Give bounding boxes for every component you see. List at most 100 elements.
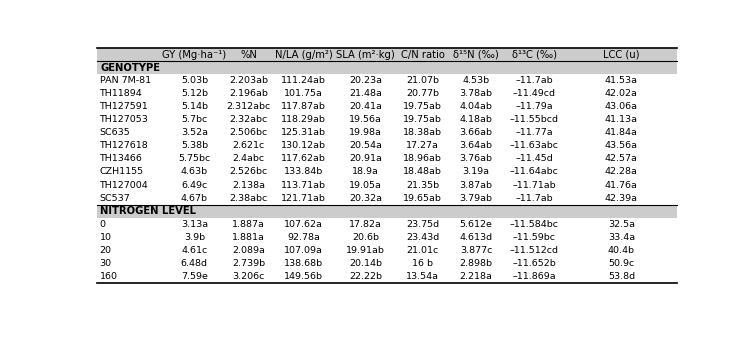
Text: –11.77a: –11.77a: [515, 128, 553, 138]
Text: 138.68b: 138.68b: [284, 259, 323, 268]
Text: 4.53b: 4.53b: [462, 76, 489, 86]
Text: 2.089a: 2.089a: [232, 246, 265, 255]
Text: 16 b: 16 b: [412, 259, 434, 268]
Text: –11.584bc: –11.584bc: [510, 220, 559, 228]
Text: 3.52a: 3.52a: [181, 128, 208, 138]
Text: δ¹⁵N (‰): δ¹⁵N (‰): [453, 50, 499, 60]
Text: 19.05a: 19.05a: [349, 180, 382, 190]
Text: GENOTYPE: GENOTYPE: [100, 63, 160, 73]
Text: 43.56a: 43.56a: [605, 142, 638, 150]
Text: 19.56a: 19.56a: [349, 116, 382, 124]
Text: 1.881a: 1.881a: [232, 233, 265, 242]
Text: 3.76ab: 3.76ab: [460, 154, 492, 164]
Text: 133.84b: 133.84b: [284, 168, 323, 176]
Bar: [97, 192, 677, 204]
Text: 4.61c: 4.61c: [181, 246, 207, 255]
Text: 23.43d: 23.43d: [406, 233, 440, 242]
Text: 160: 160: [100, 272, 118, 281]
Text: 5.7bc: 5.7bc: [181, 116, 207, 124]
Text: 101.75a: 101.75a: [284, 90, 323, 98]
Text: 33.4a: 33.4a: [608, 233, 635, 242]
Text: 2.32abc: 2.32abc: [229, 116, 268, 124]
Text: 2.739b: 2.739b: [232, 259, 265, 268]
Text: 2.218a: 2.218a: [460, 272, 492, 281]
Text: 42.02a: 42.02a: [605, 90, 638, 98]
Text: 50.9c: 50.9c: [608, 259, 635, 268]
Text: 30: 30: [100, 259, 112, 268]
Text: 2.138a: 2.138a: [232, 180, 265, 190]
Text: 19.91ab: 19.91ab: [346, 246, 385, 255]
Text: 3.66ab: 3.66ab: [460, 128, 492, 138]
Text: 2.196ab: 2.196ab: [229, 90, 268, 98]
Text: –11.71ab: –11.71ab: [512, 180, 556, 190]
Text: 13.54a: 13.54a: [406, 272, 439, 281]
Text: 19.75ab: 19.75ab: [403, 116, 442, 124]
Text: 20.14b: 20.14b: [349, 259, 382, 268]
Text: 149.56b: 149.56b: [284, 272, 323, 281]
Text: 2.898b: 2.898b: [460, 259, 492, 268]
Text: –11.512cd: –11.512cd: [510, 246, 559, 255]
Text: 17.82a: 17.82a: [349, 220, 382, 228]
Text: 22.22b: 22.22b: [349, 272, 382, 281]
Text: 43.06a: 43.06a: [605, 102, 638, 112]
Bar: [97, 126, 677, 140]
Text: 3.877c: 3.877c: [460, 246, 492, 255]
Text: CZH1155: CZH1155: [100, 168, 143, 176]
Text: –11.59bc: –11.59bc: [513, 233, 556, 242]
Bar: [97, 231, 677, 244]
Text: 41.13a: 41.13a: [605, 116, 638, 124]
Bar: [97, 166, 677, 178]
Bar: [97, 100, 677, 114]
Bar: [97, 204, 677, 218]
Text: 4.04ab: 4.04ab: [460, 102, 492, 112]
Text: 42.39a: 42.39a: [605, 194, 638, 202]
Text: SLA (m²·kg): SLA (m²·kg): [336, 50, 395, 60]
Text: 40.4b: 40.4b: [608, 246, 635, 255]
Text: 20.91a: 20.91a: [349, 154, 382, 164]
Text: 2.312abc: 2.312abc: [226, 102, 271, 112]
Bar: [97, 270, 677, 283]
Text: 107.09a: 107.09a: [284, 246, 323, 255]
Text: 1.887a: 1.887a: [232, 220, 265, 228]
Text: 20.23a: 20.23a: [349, 76, 382, 86]
Text: TH13466: TH13466: [100, 154, 143, 164]
Text: 92.78a: 92.78a: [287, 233, 320, 242]
Text: 5.03b: 5.03b: [181, 76, 208, 86]
Text: 19.75ab: 19.75ab: [403, 102, 442, 112]
Text: 3.19a: 3.19a: [463, 168, 489, 176]
Text: 2.203ab: 2.203ab: [229, 76, 268, 86]
Text: TH11894: TH11894: [100, 90, 143, 98]
Text: 23.75d: 23.75d: [406, 220, 440, 228]
Text: 42.57a: 42.57a: [605, 154, 638, 164]
Text: 2.38abc: 2.38abc: [229, 194, 268, 202]
Text: 53.8d: 53.8d: [608, 272, 635, 281]
Bar: [97, 152, 677, 166]
Text: 18.96ab: 18.96ab: [403, 154, 442, 164]
Text: 4.63b: 4.63b: [181, 168, 208, 176]
Text: –11.7ab: –11.7ab: [515, 76, 553, 86]
Text: 5.38b: 5.38b: [181, 142, 208, 150]
Text: 7.59e: 7.59e: [181, 272, 208, 281]
Text: 17.27a: 17.27a: [406, 142, 439, 150]
Text: 10: 10: [100, 233, 112, 242]
Text: 3.64ab: 3.64ab: [460, 142, 492, 150]
Text: 111.24ab: 111.24ab: [281, 76, 326, 86]
Text: 21.01c: 21.01c: [406, 246, 439, 255]
Text: 4.67b: 4.67b: [181, 194, 208, 202]
Text: 5.14b: 5.14b: [181, 102, 208, 112]
Text: 2.506bc: 2.506bc: [229, 128, 268, 138]
Text: 4.18ab: 4.18ab: [460, 116, 492, 124]
Text: TH127053: TH127053: [100, 116, 149, 124]
Text: 21.07b: 21.07b: [406, 76, 439, 86]
Text: 20: 20: [100, 246, 112, 255]
Text: –11.63abc: –11.63abc: [510, 142, 559, 150]
Text: 18.48ab: 18.48ab: [403, 168, 442, 176]
Text: 20.41a: 20.41a: [349, 102, 382, 112]
Text: 107.62a: 107.62a: [284, 220, 323, 228]
Bar: [97, 257, 677, 270]
Text: %N: %N: [241, 50, 257, 60]
Text: 2.621c: 2.621c: [232, 142, 265, 150]
Text: 117.62ab: 117.62ab: [281, 154, 326, 164]
Text: –11.652b: –11.652b: [512, 259, 556, 268]
Text: 2.4abc: 2.4abc: [232, 154, 265, 164]
